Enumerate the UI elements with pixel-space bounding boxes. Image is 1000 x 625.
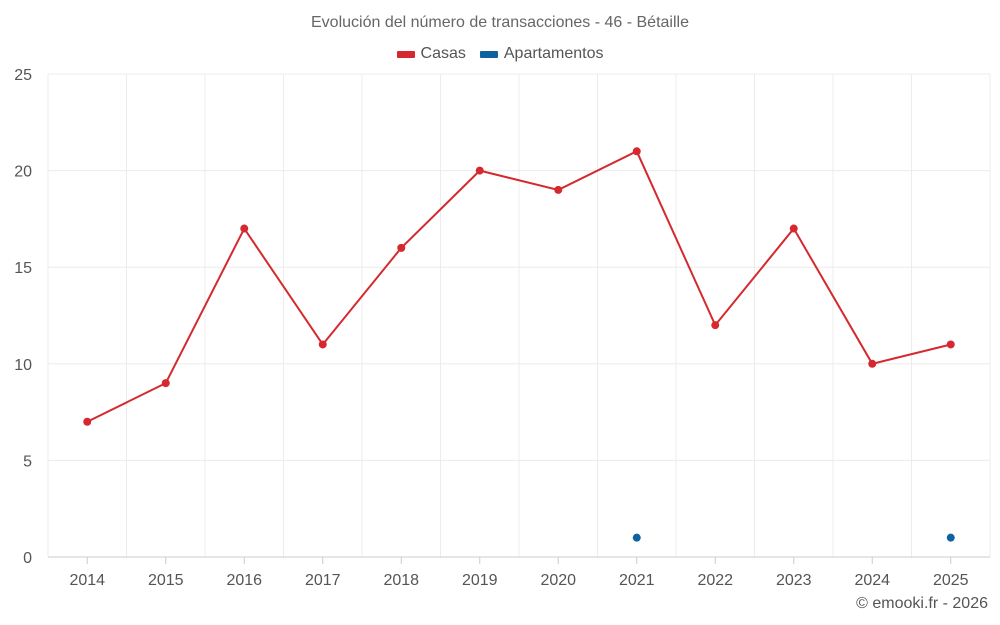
legend-item-apartamentos[interactable]: Apartamentos xyxy=(479,45,604,63)
series-line-casas xyxy=(86,149,951,423)
credit-text: © emooki.fr - 2026 xyxy=(856,595,988,612)
y-tick-label: 20 xyxy=(14,164,32,181)
data-point-casas xyxy=(475,166,484,175)
x-tick-label: 2018 xyxy=(383,572,419,589)
legend-swatch-apartamentos xyxy=(479,50,498,58)
legend-label-apartamentos: Apartamentos xyxy=(503,45,604,62)
data-point-casas xyxy=(632,147,641,156)
data-point-casas xyxy=(161,379,170,388)
y-tick-label: 0 xyxy=(23,550,32,567)
data-point-casas xyxy=(397,243,406,252)
x-tick-label: 2017 xyxy=(305,572,341,589)
data-point-casas xyxy=(240,224,249,233)
y-tick-label: 15 xyxy=(14,260,32,277)
data-point-casas xyxy=(868,359,877,368)
x-tick-label: 2015 xyxy=(148,572,184,589)
x-tick-label: 2020 xyxy=(540,572,576,589)
x-tick-label: 2014 xyxy=(69,572,105,589)
x-tick-label: 2021 xyxy=(619,572,655,589)
data-point-casas xyxy=(946,340,955,349)
x-tick-label: 2016 xyxy=(226,572,262,589)
data-point-apartamentos xyxy=(632,533,641,542)
y-tick-label: 10 xyxy=(14,357,32,374)
legend-label-casas: Casas xyxy=(420,45,466,62)
legend-item-casas[interactable]: Casas xyxy=(396,45,466,63)
legend: Casas Apartamentos xyxy=(0,45,1000,63)
legend-swatch-casas xyxy=(396,50,415,58)
x-tick-label: 2019 xyxy=(462,572,498,589)
x-tick-label: 2024 xyxy=(854,572,890,589)
x-tick-label: 2025 xyxy=(933,572,969,589)
chart-title: Evolución del número de transacciones - … xyxy=(311,14,689,31)
data-point-apartamentos xyxy=(946,533,955,542)
data-point-casas xyxy=(318,340,327,349)
data-point-casas xyxy=(554,185,563,194)
data-point-casas xyxy=(711,321,720,330)
data-point-casas xyxy=(83,417,92,426)
y-tick-label: 5 xyxy=(23,453,32,470)
x-tick-label: 2023 xyxy=(776,572,812,589)
x-tick-label: 2022 xyxy=(697,572,733,589)
data-point-casas xyxy=(789,224,798,233)
y-tick-label: 25 xyxy=(14,67,32,84)
